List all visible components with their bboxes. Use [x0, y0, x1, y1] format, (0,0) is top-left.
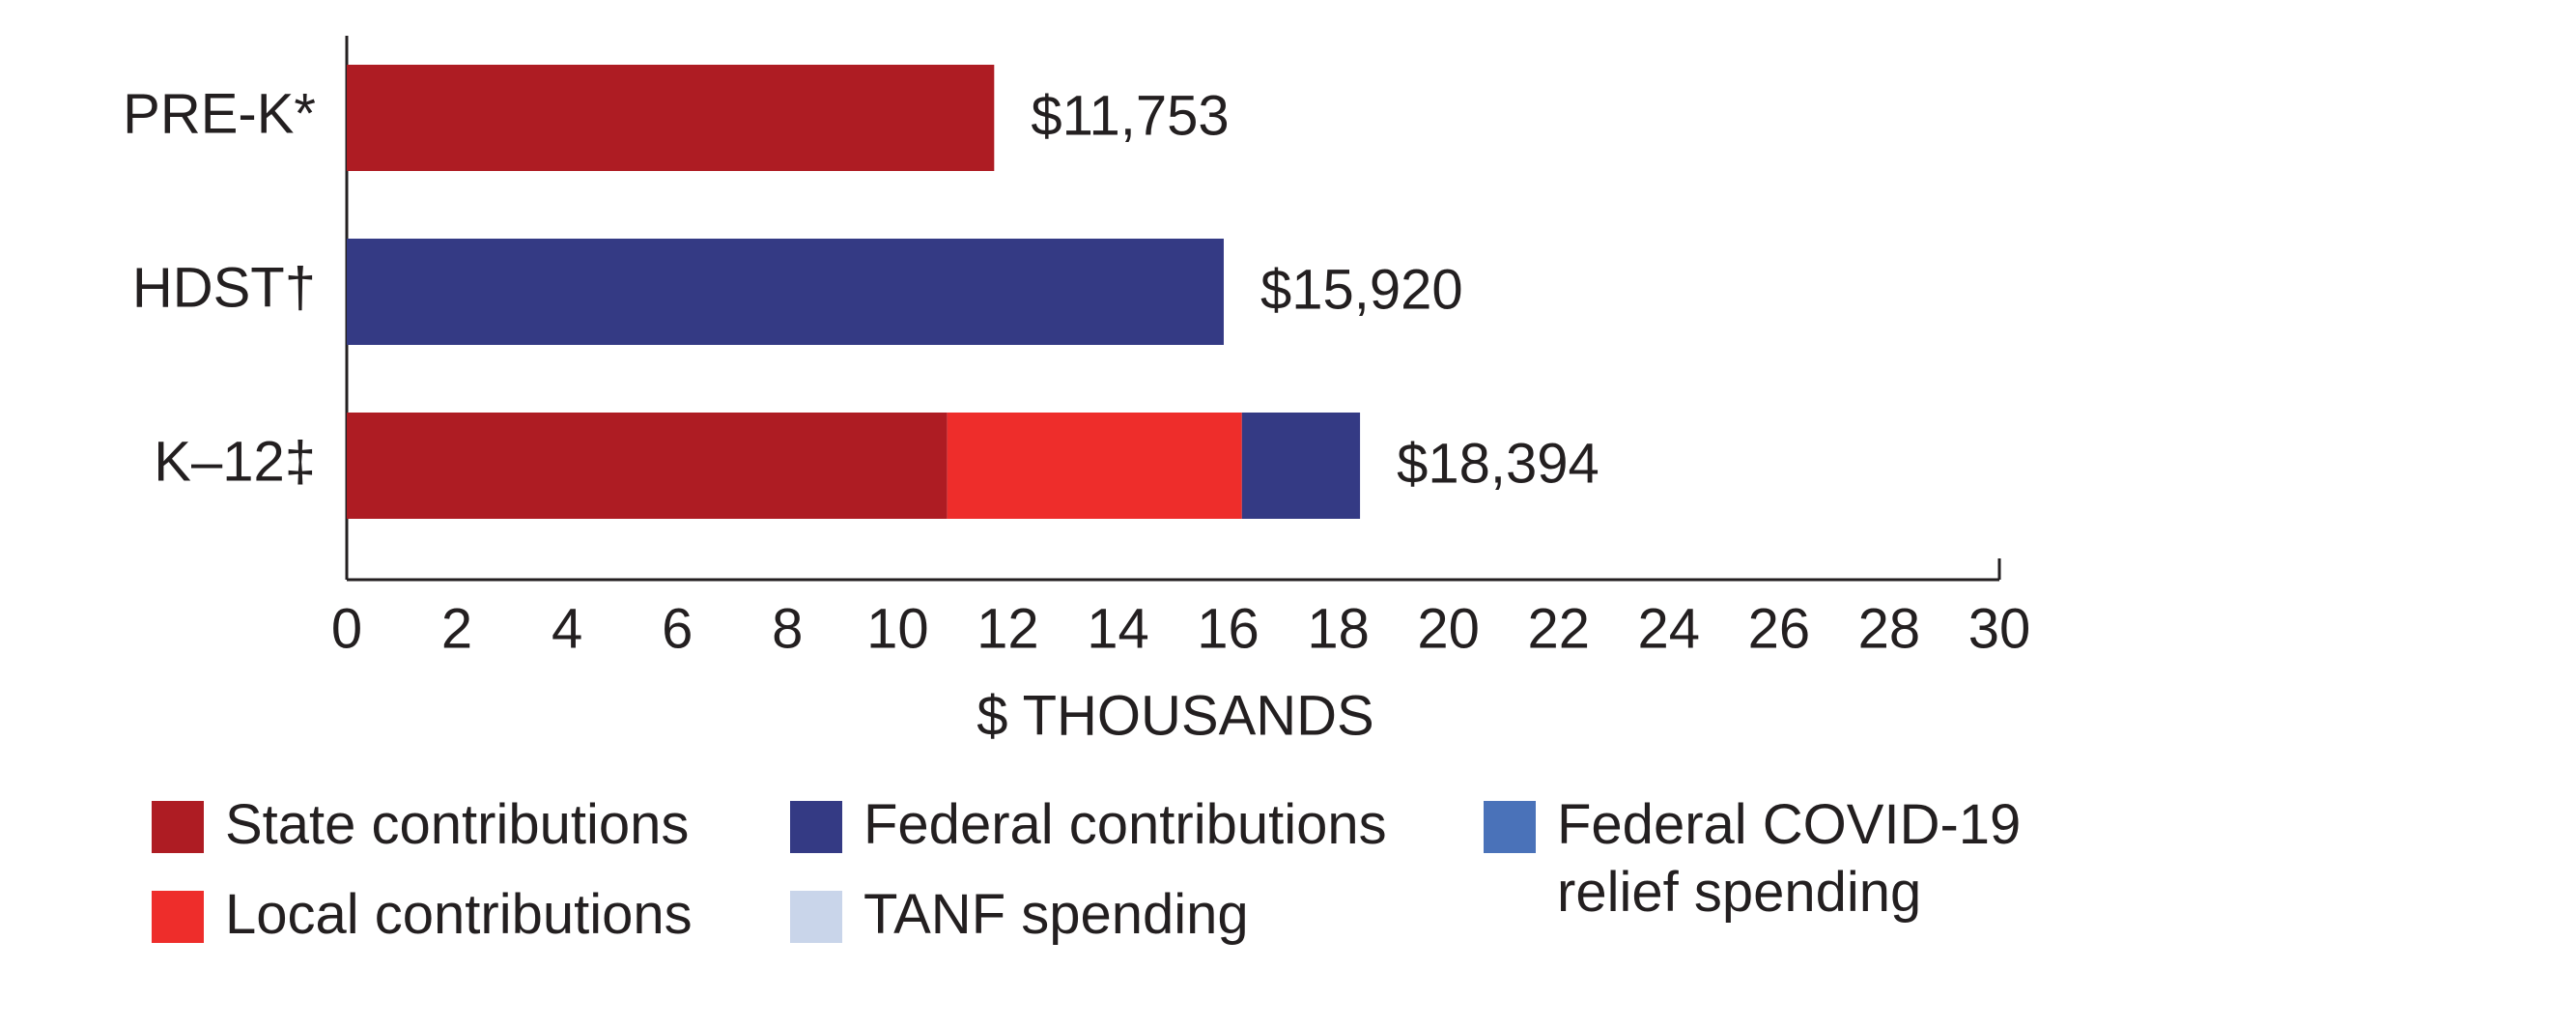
legend-label: State contributions	[225, 793, 690, 856]
x-tick-label: 0	[331, 597, 362, 660]
x-tick-label: 2	[441, 597, 472, 660]
y-tick-label: HDST†	[132, 256, 316, 319]
x-tick-label: 20	[1417, 597, 1480, 660]
x-tick-label: 30	[1968, 597, 2031, 660]
x-tick-label: 26	[1748, 597, 1811, 660]
legend-label: TANF spending	[863, 883, 1249, 946]
total-label: $11,753	[1031, 84, 1229, 147]
x-tick-label: 16	[1197, 597, 1260, 660]
legend-swatch	[152, 801, 204, 853]
x-tick-label: 12	[977, 597, 1039, 660]
x-tick-label: 4	[552, 597, 582, 660]
total-label: $15,920	[1260, 258, 1463, 321]
bar-segment	[347, 413, 948, 519]
y-tick-label: PRE-K*	[123, 82, 316, 145]
bar-segment	[947, 413, 1242, 519]
legend-label: Local contributions	[225, 883, 693, 946]
legend-item: Federal contributions	[790, 793, 1520, 859]
legend-item: State contributions	[152, 793, 824, 859]
total-label: $18,394	[1397, 432, 1599, 495]
x-tick-label: 24	[1638, 597, 1701, 660]
bar-segment	[347, 239, 1224, 345]
x-tick-label: 14	[1087, 597, 1149, 660]
x-tick-label: 18	[1307, 597, 1370, 660]
bar-segment	[347, 65, 995, 171]
legend-label: Federal contributions	[863, 793, 1387, 856]
bar-segment	[1241, 413, 1361, 519]
legend-swatch	[790, 801, 842, 853]
legend-swatch	[152, 891, 204, 943]
legend-item: TANF spending	[790, 883, 1520, 949]
x-tick-label: 22	[1527, 597, 1590, 660]
y-tick-label: K–12‡	[154, 430, 316, 493]
legend-item: Local contributions	[152, 883, 824, 949]
legend-swatch	[790, 891, 842, 943]
x-tick-label: 8	[772, 597, 803, 660]
legend-label: Federal COVID-19 relief spending	[1557, 793, 2022, 924]
x-tick-label: 28	[1858, 597, 1921, 660]
legend-swatch	[1484, 801, 1536, 853]
x-axis-title: $ THOUSANDS	[977, 684, 1373, 747]
x-tick-label: 10	[866, 597, 929, 660]
legend-item: Federal COVID-19 relief spending	[1484, 793, 2098, 927]
x-tick-label: 6	[662, 597, 693, 660]
